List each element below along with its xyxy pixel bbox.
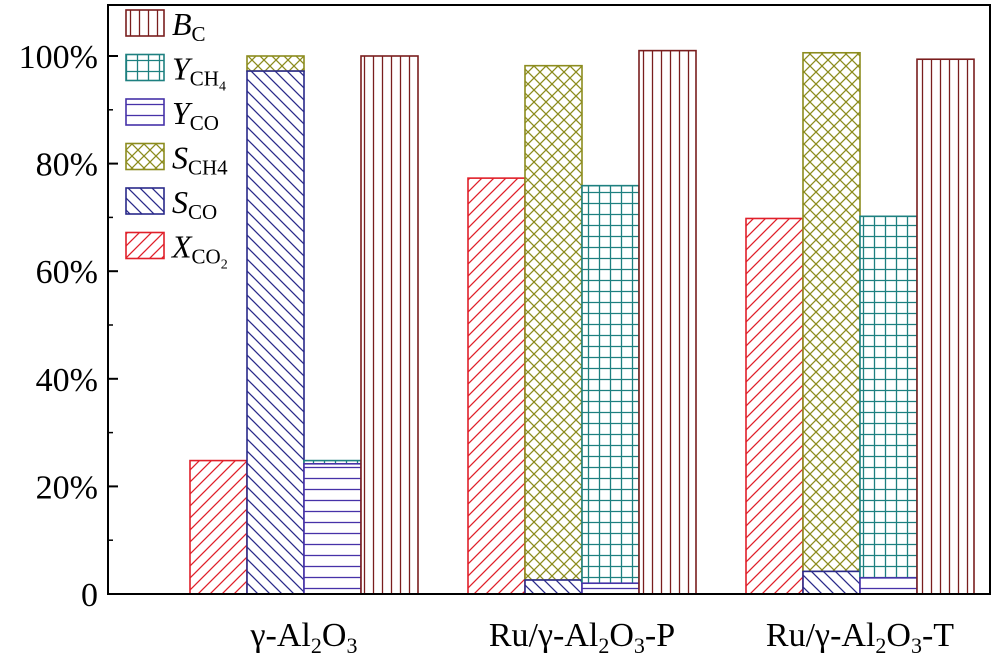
- y-tick-label: 100%: [19, 39, 98, 76]
- legend-swatch-s-ch4: [125, 142, 165, 171]
- bar-y-co-group-1: [303, 463, 362, 595]
- legend-swatch-b-c: [125, 9, 165, 37]
- y-tick-label: 40%: [36, 362, 98, 399]
- legend-label-y-ch4: YCH4: [172, 51, 226, 95]
- bar-s-ch4-group-3: [802, 51, 861, 573]
- legend-swatch-y-ch4: [125, 53, 165, 82]
- x-category-label: Ru/γ-Al2O3-T: [766, 617, 954, 654]
- legend-label-y-co: YCO: [172, 95, 219, 135]
- bar-x-co2-group-3: [745, 217, 804, 595]
- x-category-label: γ-Al2O3: [250, 617, 358, 654]
- bar-y-ch4-group-2: [581, 184, 640, 585]
- bar-b-c-group-3: [916, 58, 975, 595]
- bar-s-ch4-group-1: [246, 55, 305, 72]
- legend-label-x-co2: XCO2: [170, 229, 228, 273]
- y-tick-label: 80%: [36, 147, 98, 184]
- y-tick-label: 0: [81, 577, 98, 614]
- bar-s-ch4-group-2: [524, 64, 583, 581]
- legend-label-s-co: SCO: [172, 184, 217, 224]
- bar-b-c-group-2: [638, 49, 697, 595]
- bar-y-ch4-group-3: [859, 215, 918, 579]
- bar-y-co-group-2: [581, 582, 640, 595]
- bar-y-co-group-3: [859, 577, 918, 595]
- bar-b-c-group-1: [360, 55, 419, 595]
- bar-s-co-group-2: [524, 579, 583, 595]
- bar-x-co2-group-1: [189, 459, 248, 595]
- bar-s-co-group-3: [802, 570, 861, 595]
- axes-layer: 0 20% 40% 60% 80% 100% γ-Al2O3 Ru/γ-Al2O3-P Ru/γ…: [19, 4, 991, 654]
- legend-label-s-ch4: SCH4: [172, 140, 228, 180]
- bar-s-co-group-1: [246, 70, 305, 595]
- x-category-label: Ru/γ-Al2O3-P: [489, 617, 675, 654]
- legend-label-b-c: BC: [172, 6, 206, 46]
- legend-swatch-s-co: [125, 187, 165, 215]
- y-tick-label: 60%: [36, 254, 98, 291]
- plot-frame: [107, 4, 991, 595]
- bars-layer: [189, 49, 975, 595]
- y-tick-label: 20%: [36, 469, 98, 506]
- legend-swatch-y-co: [125, 98, 165, 126]
- bar-x-co2-group-2: [467, 177, 526, 595]
- legend-swatch-x-co2: [125, 231, 165, 260]
